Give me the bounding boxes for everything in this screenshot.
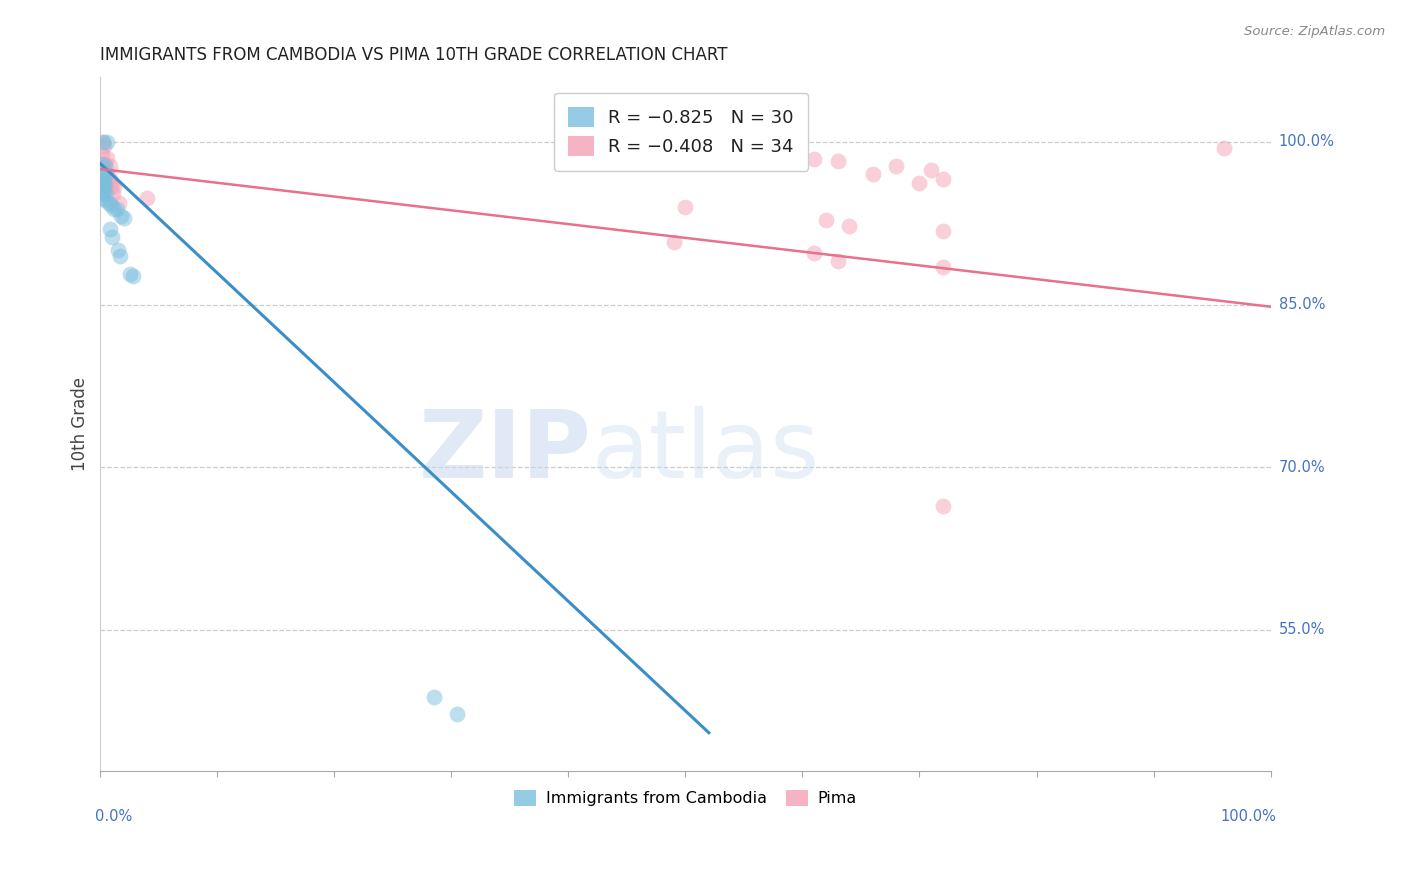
Point	[91, 186, 114, 201]
Point	[105, 202, 128, 216]
Point	[675, 200, 697, 214]
Point	[90, 148, 112, 162]
Point	[838, 219, 860, 234]
Point	[103, 180, 125, 194]
Point	[100, 198, 122, 212]
Point	[93, 183, 115, 197]
Point	[932, 171, 955, 186]
Point	[93, 176, 115, 190]
Y-axis label: 10th Grade: 10th Grade	[72, 376, 89, 471]
Point	[96, 165, 118, 179]
Point	[98, 221, 121, 235]
Point	[93, 173, 115, 187]
Point	[94, 178, 117, 193]
Text: 100.0%: 100.0%	[1279, 135, 1334, 150]
Text: Source: ZipAtlas.com: Source: ZipAtlas.com	[1244, 25, 1385, 38]
Point	[96, 186, 118, 201]
Point	[779, 145, 801, 160]
Text: ZIP: ZIP	[419, 406, 592, 498]
Point	[96, 151, 118, 165]
Point	[97, 195, 120, 210]
Point	[446, 707, 468, 722]
Point	[908, 176, 931, 190]
Point	[423, 690, 446, 704]
Point	[118, 267, 141, 281]
Text: 85.0%: 85.0%	[1279, 297, 1326, 312]
Point	[1212, 141, 1234, 155]
Text: 100.0%: 100.0%	[1220, 809, 1277, 824]
Point	[884, 159, 907, 173]
Point	[93, 139, 115, 153]
Point	[827, 154, 849, 169]
Point	[827, 254, 849, 268]
Text: IMMIGRANTS FROM CAMBODIA VS PIMA 10TH GRADE CORRELATION CHART: IMMIGRANTS FROM CAMBODIA VS PIMA 10TH GR…	[100, 46, 728, 64]
Point	[90, 191, 112, 205]
Point	[101, 230, 124, 244]
Legend: Immigrants from Cambodia, Pima: Immigrants from Cambodia, Pima	[508, 783, 863, 813]
Point	[103, 186, 125, 201]
Point	[96, 168, 118, 182]
Point	[932, 224, 955, 238]
Point	[91, 135, 114, 149]
Point	[94, 194, 117, 208]
Point	[107, 244, 129, 258]
Point	[100, 174, 122, 188]
Text: 70.0%: 70.0%	[1279, 459, 1326, 475]
Text: atlas: atlas	[592, 406, 820, 498]
Point	[103, 202, 125, 216]
Point	[90, 180, 112, 194]
Point	[94, 159, 117, 173]
Point	[122, 269, 145, 284]
Point	[96, 135, 118, 149]
Point	[97, 169, 120, 184]
Point	[90, 156, 112, 170]
Point	[862, 168, 884, 182]
Point	[920, 163, 942, 178]
Point	[932, 260, 955, 274]
Point	[108, 195, 131, 210]
Point	[90, 170, 112, 185]
Point	[662, 235, 685, 249]
Point	[98, 159, 121, 173]
Point	[110, 209, 132, 223]
Text: 0.0%: 0.0%	[94, 809, 132, 824]
Point	[101, 178, 124, 193]
Point	[814, 213, 837, 227]
Point	[803, 245, 825, 260]
Point	[91, 165, 114, 179]
Point	[91, 176, 114, 190]
Text: 55.0%: 55.0%	[1279, 623, 1326, 637]
Point	[932, 499, 955, 513]
Point	[112, 211, 135, 225]
Point	[110, 249, 132, 263]
Point	[136, 191, 159, 205]
Point	[91, 135, 114, 149]
Point	[803, 153, 825, 167]
Point	[94, 156, 117, 170]
